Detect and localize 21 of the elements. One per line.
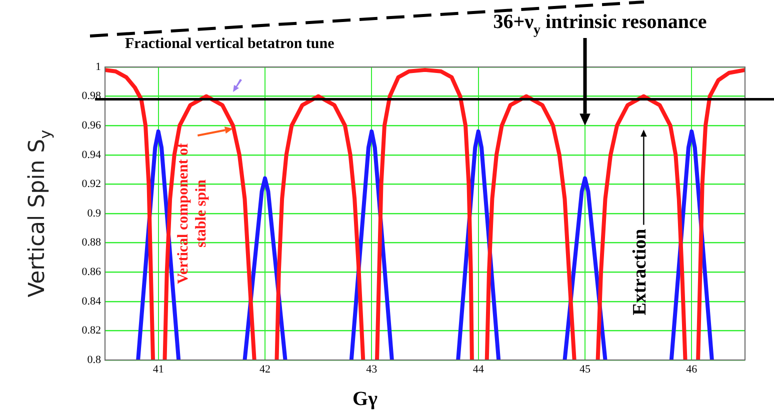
y-tick-label: 0.8: [87, 354, 102, 366]
y-tick-label: 0.86: [82, 266, 102, 278]
y-tick-label: 1: [96, 60, 101, 73]
y-tick-label: 0.96: [82, 119, 102, 132]
x-tick-label: 45: [580, 363, 591, 376]
x-tick-label: 44: [472, 363, 484, 376]
x-tick-label: 42: [260, 363, 270, 376]
x-tick-label: 43: [366, 363, 378, 376]
chart-title: Fractional vertical betatron tune: [125, 36, 335, 52]
y-tick-label: 0.9: [87, 207, 102, 220]
y-axis-title: Vertical Spin Sy: [25, 130, 55, 298]
y-tick-label: 0.82: [82, 324, 101, 337]
x-tick-label: 41: [152, 363, 164, 376]
y-tick-label: 0.92: [82, 178, 101, 190]
y-tick-label: 0.94: [82, 148, 102, 161]
x-tick-label: 46: [686, 363, 698, 376]
y-tick-label: 0.88: [82, 236, 102, 249]
x-axis-title: Gγ: [352, 388, 378, 410]
annotation: Extraction: [630, 228, 651, 316]
y-tick-label: 0.98: [82, 90, 102, 102]
y-tick-label: 0.84: [82, 295, 102, 308]
